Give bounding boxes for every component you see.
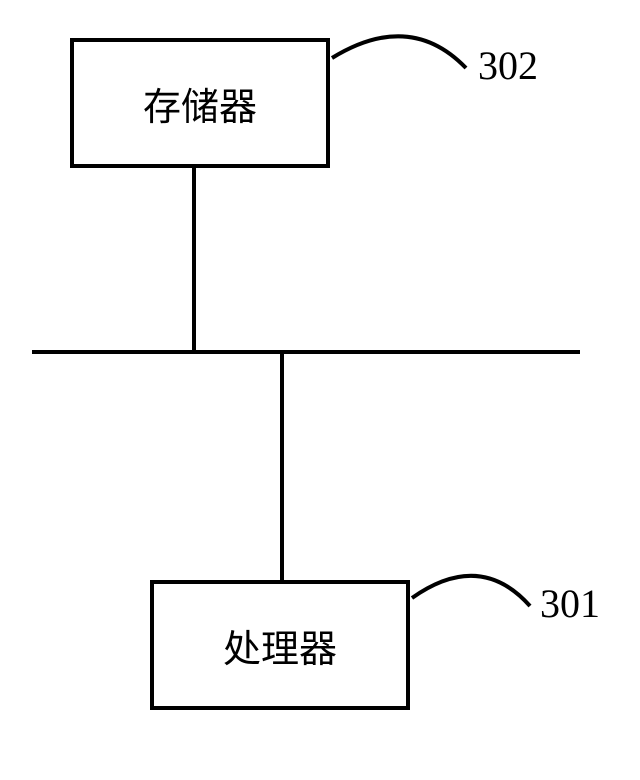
ref-label-processor: 301 bbox=[540, 580, 600, 627]
leader-processor bbox=[0, 0, 640, 780]
diagram-canvas: 存储器 302 处理器 301 bbox=[0, 0, 640, 780]
